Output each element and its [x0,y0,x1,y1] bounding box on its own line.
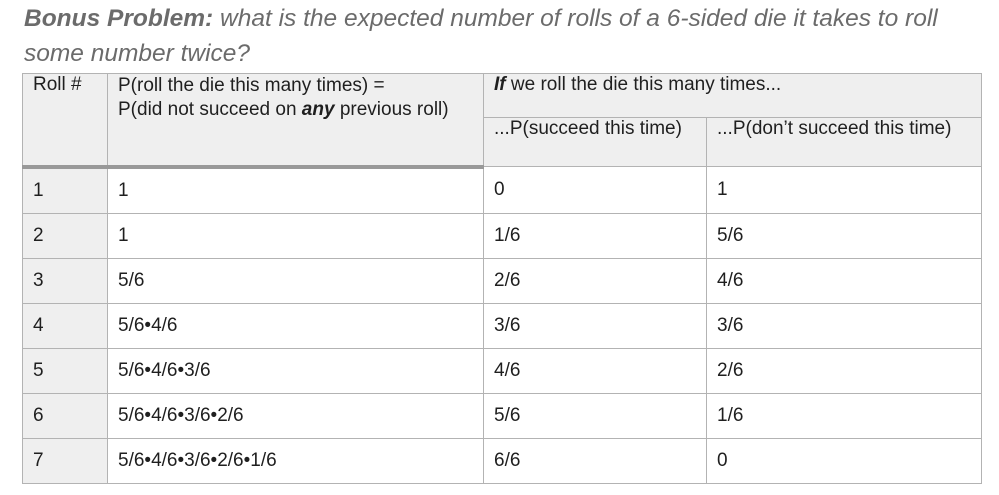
problem-title-question: what is the expected number of rolls of … [24,5,938,67]
cell-p-not-succeed: 0 [706,437,982,484]
cell-p-not-succeed: 1/6 [706,392,982,439]
table-row: 7 5/6•4/6•3/6•2/6•1/6 6/6 0 [22,437,982,484]
cell-p-succeed: 4/6 [483,347,707,394]
cell-p-roll: 5/6•4/6 [107,302,484,349]
probability-table: Roll # P(roll the die this many times) =… [22,73,982,484]
cell-p-succeed: 1/6 [483,212,707,259]
cell-p-roll: 5/6•4/6•3/6 [107,347,484,394]
cell-p-not-succeed: 4/6 [706,257,982,304]
cell-p-succeed: 0 [483,166,707,214]
cell-roll-number: 4 [22,302,108,349]
problem-title-bold: Bonus Problem: [24,5,214,32]
cell-p-not-succeed: 2/6 [706,347,982,394]
cell-roll-number: 5 [22,347,108,394]
cell-p-not-succeed: 1 [706,166,982,214]
cell-roll-number: 1 [22,166,108,214]
problem-title: Bonus Problem: what is the expected numb… [24,1,984,71]
cell-roll-number: 7 [22,437,108,484]
table-row: 4 5/6•4/6 3/6 3/6 [22,302,982,349]
header-roll-number: Roll # [22,73,108,169]
cell-p-succeed: 2/6 [483,257,707,304]
cell-p-roll: 1 [107,212,484,259]
table-row: 2 1 1/6 5/6 [22,212,982,259]
cell-p-roll: 5/6 [107,257,484,304]
cell-roll-number: 3 [22,257,108,304]
header-p-not-succeed: ...P(don’t succeed this time) [706,117,982,167]
header-prob-roll-line1: P(roll the die this many times) = [118,75,385,96]
table-row: 6 5/6•4/6•3/6•2/6 5/6 1/6 [22,392,982,439]
cell-p-roll: 1 [107,166,484,214]
cell-p-roll: 5/6•4/6•3/6•2/6 [107,392,484,439]
header-prob-roll: P(roll the die this many times) = P(did … [107,73,484,169]
header-if-roll: If we roll the die this many times... [483,73,982,118]
header-prob-roll-line2: P(did not succeed on any previous roll) [118,99,449,120]
table-row: 5 5/6•4/6•3/6 4/6 2/6 [22,347,982,394]
table-body: 1 1 0 1 2 1 1/6 5/6 3 5/6 2/6 4/6 4 5/6•4/6 3/6 3/6 5 5/6… [22,166,982,484]
cell-p-succeed: 6/6 [483,437,707,484]
cell-p-succeed: 5/6 [483,392,707,439]
cell-roll-number: 6 [22,392,108,439]
cell-p-roll: 5/6•4/6•3/6•2/6•1/6 [107,437,484,484]
cell-roll-number: 2 [22,212,108,259]
cell-p-not-succeed: 3/6 [706,302,982,349]
table-row: 3 5/6 2/6 4/6 [22,257,982,304]
cell-p-not-succeed: 5/6 [706,212,982,259]
cell-p-succeed: 3/6 [483,302,707,349]
header-p-succeed: ...P(succeed this time) [483,117,707,167]
